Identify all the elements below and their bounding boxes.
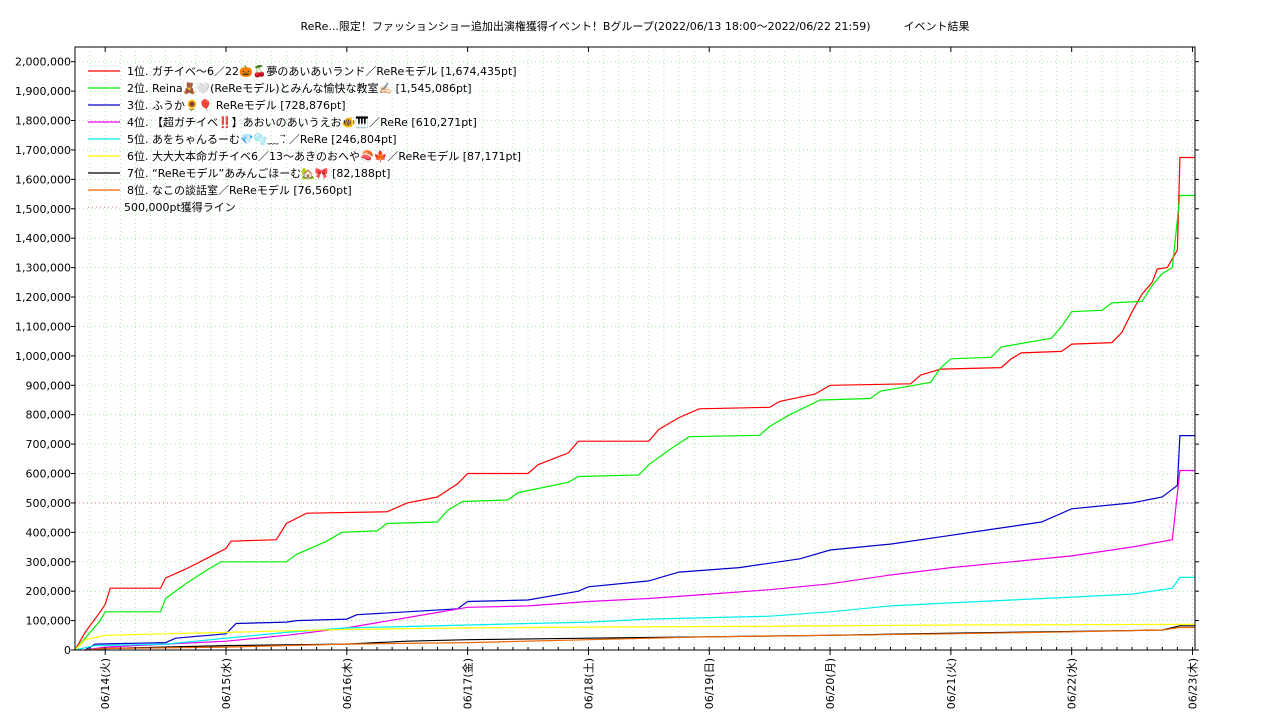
y-tick-label: 1,300,000 (15, 262, 71, 275)
y-tick-label: 1,400,000 (15, 232, 71, 245)
series-line-5 (74, 576, 1195, 651)
x-tick-label: 06/19(日) (703, 658, 716, 709)
legend-entry-threshold: 500,000pt獲得ライン (124, 201, 236, 214)
series-line-4 (85, 469, 1195, 651)
plot-frame (74, 46, 1196, 651)
x-tick-label: 06/20(月) (824, 658, 837, 709)
y-tick-label: 1,500,000 (15, 203, 71, 216)
legend-entry: 6位. 大大大本命ガチイベ6／13〜あきのおへや🍣🍁／ReReモデル [87,1… (127, 149, 521, 163)
y-tick-label: 0 (64, 644, 71, 657)
x-tick-label: 06/17(金) (461, 658, 475, 709)
x-axis: 06/14(火) 06/15(水) 06/16(木) 06/17(金) 06/18(土)… (74, 47, 1199, 709)
x-tick-label: 06/15(水) (220, 658, 233, 709)
legend-entry: 5位. あをちゃんるーむ💎🫧﹏ .⃗ ／ReRe [246,804pt] (127, 132, 397, 146)
series-line-1 (74, 156, 1195, 651)
y-tick-label: 500,000 (26, 497, 72, 510)
legend-entry: 3位. ふうか🌻🎈 ReReモデル [728,876pt] (127, 98, 346, 112)
y-tick-label: 100,000 (26, 615, 72, 628)
y-tick-label: 1,200,000 (15, 291, 71, 304)
y-tick-label: 200,000 (26, 585, 72, 598)
legend-entry: 8位. なこの談話室／ReReモデル [76,560pt] (127, 183, 352, 197)
y-tick-label: 1,000,000 (15, 350, 71, 363)
y-tick-label: 400,000 (26, 526, 72, 539)
x-tick-label: 06/14(火) (99, 658, 112, 709)
y-tick-label: 1,600,000 (15, 173, 71, 186)
x-tick-label: 06/18(土) (582, 658, 595, 709)
x-tick-label: 06/22(水) (1066, 658, 1079, 709)
series-line-3 (84, 435, 1195, 651)
x-tick-label: 06/23(木) (1186, 658, 1199, 709)
y-tick-label: 1,100,000 (15, 320, 71, 333)
x-tick-label: 06/21(火) (945, 658, 958, 709)
y-tick-label: 700,000 (26, 438, 72, 451)
y-tick-label: 300,000 (26, 556, 72, 569)
y-tick-label: 900,000 (26, 379, 72, 392)
legend-entry: 2位. Reina🧸🤍(ReReモデル)とみんな愉快な教室✍🏻 [1,545,0… (127, 81, 472, 95)
legend: 1位. ガチイベ〜6／22🎃🍒夢のあいあいランド／ReReモデル [1,674,… (88, 64, 521, 214)
grid-lines (74, 47, 1195, 650)
y-tick-label: 1,900,000 (15, 85, 71, 98)
y-tick-label: 1,800,000 (15, 115, 71, 128)
series-layer (74, 156, 1195, 651)
legend-entry: 4位. 【超ガチイベ‼️】あおいのあいうえお🐠🎹／ReRe [610,271pt… (127, 115, 477, 129)
y-tick-label: 800,000 (26, 409, 72, 422)
series-line-2 (74, 194, 1195, 651)
y-tick-label: 2,000,000 (15, 56, 71, 69)
legend-entry: 7位. “ReReモデル”あみんごほーむ🏡🎀 [82,188pt] (127, 166, 390, 180)
chart-title: ReRe...限定！ファッションショー追加出演権獲得イベント！Bグループ(202… (301, 19, 970, 33)
legend-entry: 1位. ガチイベ〜6／22🎃🍒夢のあいあいランド／ReReモデル [1,674,… (127, 64, 517, 78)
x-tick-label: 06/16(木) (341, 658, 354, 709)
y-tick-label: 600,000 (26, 468, 72, 481)
y-tick-label: 1,700,000 (15, 144, 71, 157)
series-line-6 (74, 623, 1195, 651)
y-axis: 0 100,000 200,000 300,000 400,000 500,000 600,… (15, 56, 1199, 657)
